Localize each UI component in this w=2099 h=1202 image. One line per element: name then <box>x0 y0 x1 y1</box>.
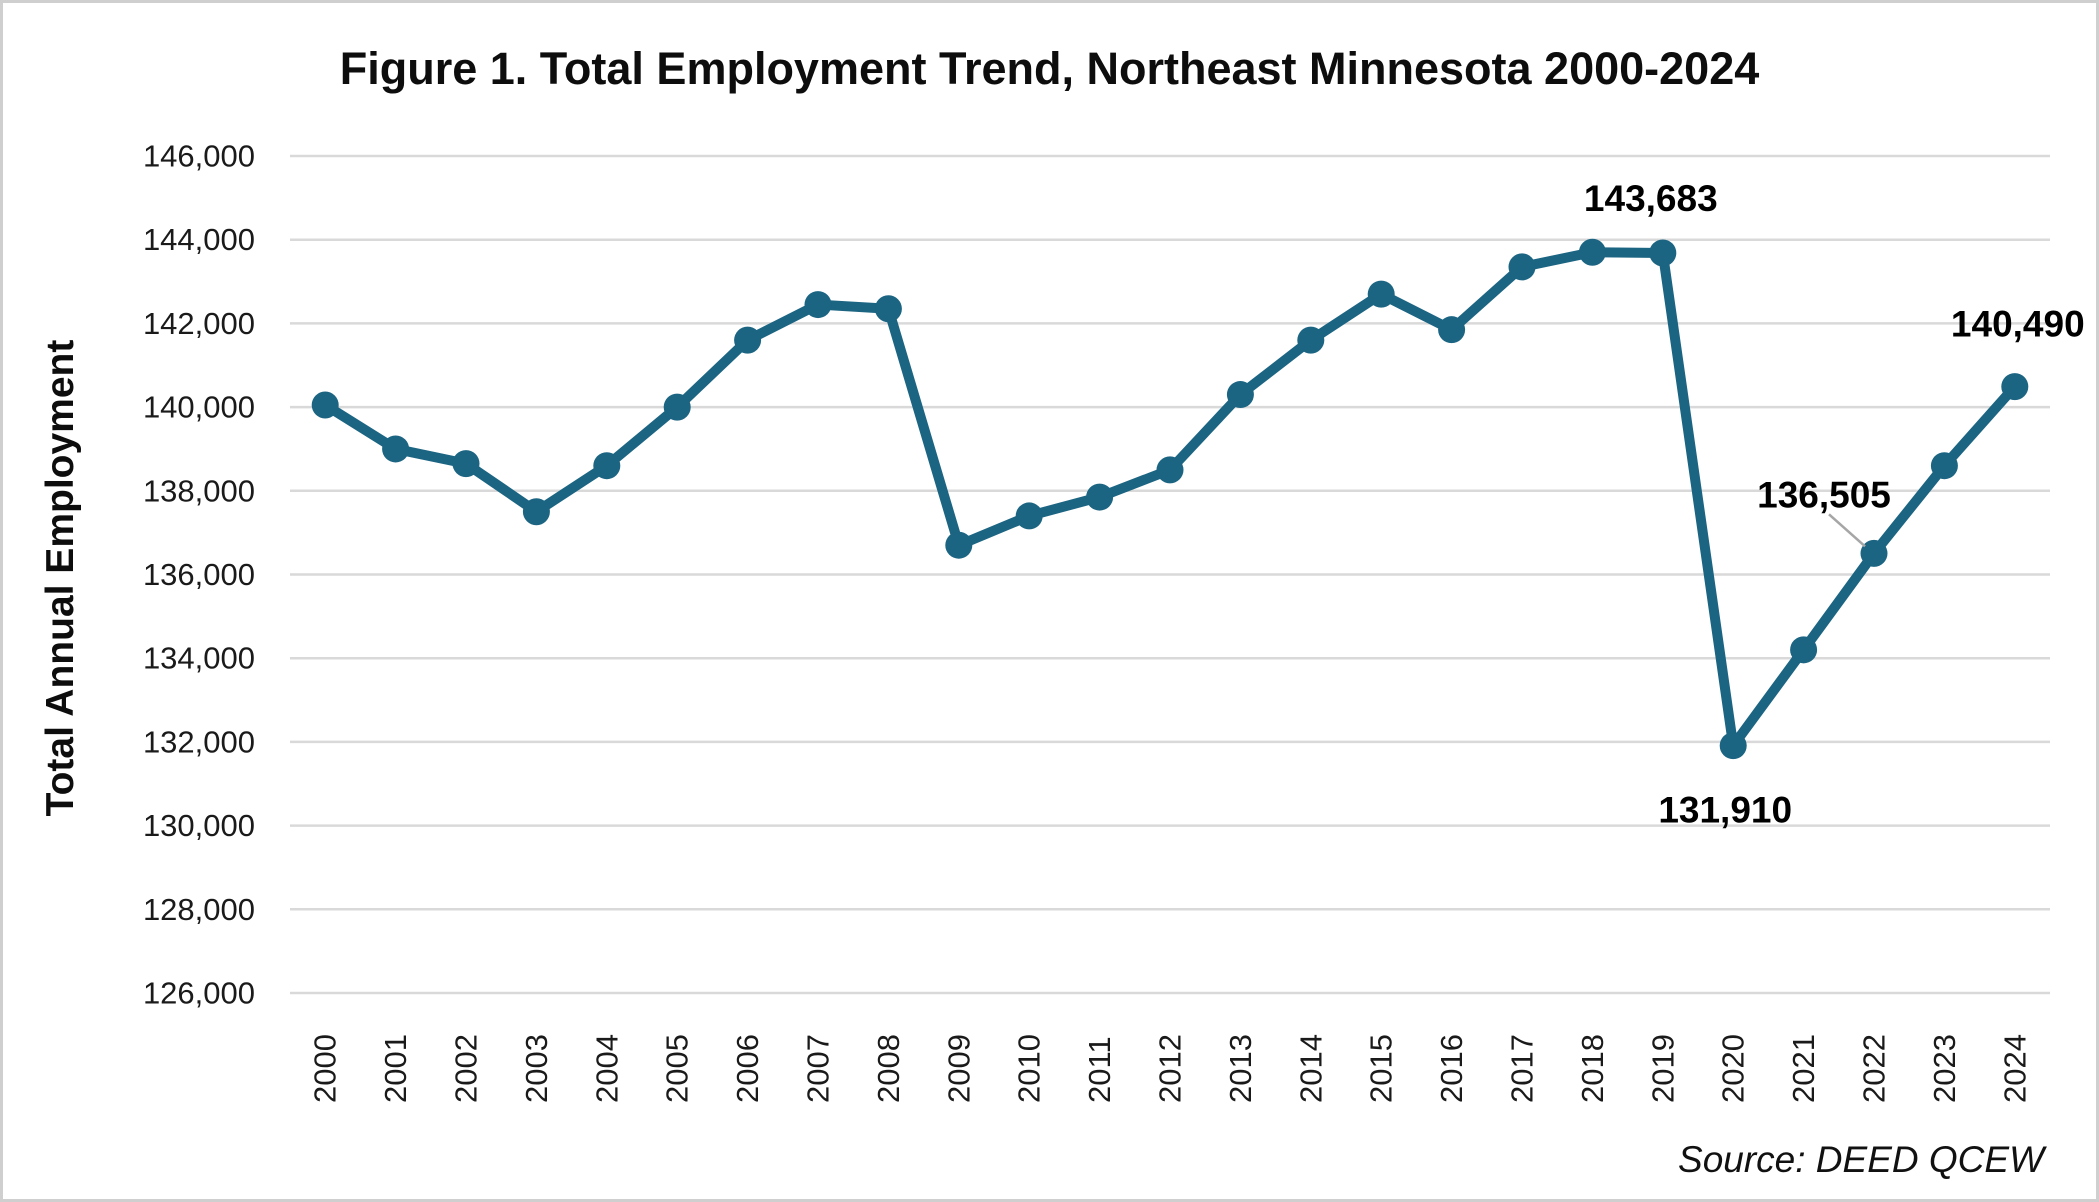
x-tick-label: 2004 <box>589 1034 624 1103</box>
x-tick-label: 2023 <box>1927 1034 1962 1103</box>
y-tick-label: 134,000 <box>143 641 255 676</box>
data-label-2022: 136,505 <box>1757 474 1891 515</box>
y-tick-label: 140,000 <box>143 390 255 425</box>
plot-area: 146,000 144,000 142,000 140,000 138,000 136,0… <box>143 139 2085 1104</box>
y-tick-label: 126,000 <box>143 976 255 1011</box>
x-tick-label: 2016 <box>1434 1034 1469 1103</box>
data-point-2004 <box>593 452 621 480</box>
x-tick-label: 2007 <box>801 1034 836 1103</box>
y-tick-label: 136,000 <box>143 557 255 592</box>
x-tick-label: 2021 <box>1786 1034 1821 1103</box>
data-point-2005 <box>663 393 691 421</box>
x-tick-label: 2018 <box>1575 1034 1610 1103</box>
x-tick-label: 2009 <box>941 1034 976 1103</box>
y-tick-label: 132,000 <box>143 724 255 759</box>
data-point-2016 <box>1438 316 1466 344</box>
data-point-2014 <box>1297 326 1325 354</box>
x-tick-label: 2019 <box>1645 1034 1680 1103</box>
x-tick-label: 2003 <box>519 1034 554 1103</box>
data-point-2013 <box>1226 381 1254 409</box>
data-label-2019: 143,683 <box>1584 178 1718 219</box>
x-tick-label: 2008 <box>871 1034 906 1103</box>
x-tick-label: 2002 <box>449 1034 484 1103</box>
x-tick-label: 2000 <box>308 1034 343 1103</box>
data-point-2009 <box>945 531 973 559</box>
x-tick-label: 2001 <box>378 1034 413 1103</box>
data-point-2000 <box>311 391 339 419</box>
annotation-leader-line <box>1828 513 1866 548</box>
data-point-2008 <box>874 295 902 323</box>
data-point-2017 <box>1508 253 1536 281</box>
x-tick-label: 2012 <box>1153 1034 1188 1103</box>
y-tick-label: 128,000 <box>143 892 255 927</box>
data-point-2003 <box>522 498 550 526</box>
x-tick-label: 2014 <box>1293 1034 1328 1103</box>
chart-title: Figure 1. Total Employment Trend, Northe… <box>339 43 1760 94</box>
data-point-2018 <box>1578 238 1606 266</box>
data-point-2010 <box>1015 502 1043 530</box>
x-tick-label: 2015 <box>1364 1034 1399 1103</box>
x-tick-label: 2013 <box>1223 1034 1258 1103</box>
data-point-2011 <box>1086 483 1114 511</box>
data-point-2006 <box>734 326 762 354</box>
data-point-2015 <box>1367 280 1395 308</box>
data-point-2024 <box>2001 373 2029 401</box>
data-point-2007 <box>804 291 832 319</box>
data-point-2002 <box>452 450 480 478</box>
x-tick-label: 2006 <box>730 1034 765 1103</box>
x-tick-label: 2020 <box>1716 1034 1751 1103</box>
x-tick-label: 2024 <box>1997 1034 2032 1103</box>
y-tick-label: 146,000 <box>143 139 255 174</box>
x-tick-label: 2011 <box>1082 1036 1117 1103</box>
x-tick-label: 2017 <box>1505 1034 1540 1103</box>
data-label-2020: 131,910 <box>1658 790 1792 831</box>
data-point-2001 <box>382 435 410 463</box>
y-tick-label: 130,000 <box>143 808 255 843</box>
data-point-2021 <box>1790 636 1818 664</box>
y-tick-label: 144,000 <box>143 222 255 257</box>
data-point-2023 <box>1930 452 1958 480</box>
data-point-2012 <box>1156 456 1184 484</box>
data-point-2020 <box>1719 732 1747 760</box>
data-label-2024: 140,490 <box>1951 304 2085 345</box>
y-tick-label: 138,000 <box>143 473 255 508</box>
y-tick-label: 142,000 <box>143 306 255 341</box>
x-tick-label: 2022 <box>1857 1034 1892 1103</box>
source-note: Source: DEED QCEW <box>1678 1139 2044 1180</box>
data-point-2019 <box>1649 239 1677 267</box>
data-point-2022 <box>1860 539 1888 567</box>
x-tick-label: 2010 <box>1012 1034 1047 1103</box>
x-tick-label: 2005 <box>660 1034 695 1103</box>
